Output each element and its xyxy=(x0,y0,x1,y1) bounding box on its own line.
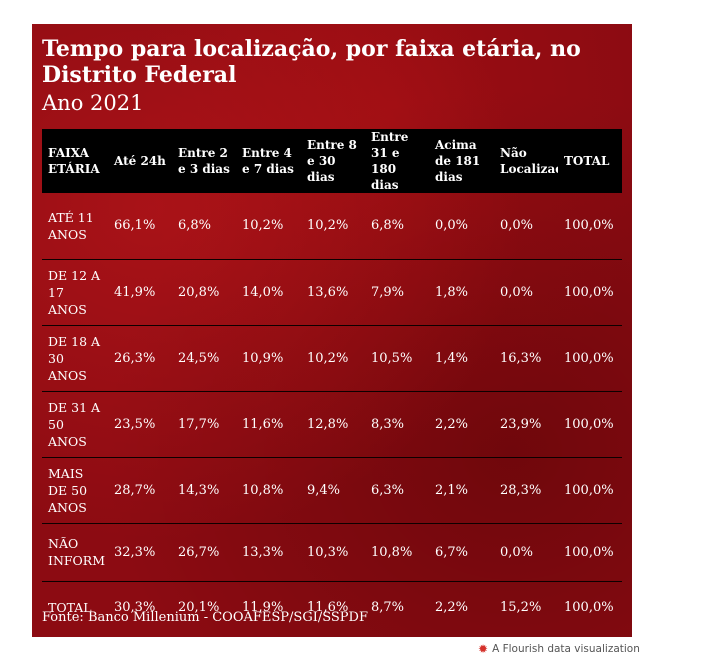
column-header: Entre 31 e 180 dias xyxy=(371,130,409,192)
table-cell: 13,3% xyxy=(242,544,284,560)
table-cell: 6,7% xyxy=(435,544,469,560)
row-label: TOTAL xyxy=(42,580,108,633)
chart-panel: Tempo para localização, por faixa etária… xyxy=(32,24,632,637)
row-label: MAIS DE 50 ANOS xyxy=(48,465,88,515)
row-label: DE 18 A 30 ANOS xyxy=(48,333,101,383)
table-header-row: FAIXA ETÁRIA Até 24h Entre 2 e 3 dias Entre… xyxy=(42,129,622,193)
table-cell: 20,1% xyxy=(172,580,236,633)
table-cell: 30,3% xyxy=(108,580,172,633)
table-cell: 2,2% xyxy=(435,416,469,432)
column-header: TOTAL xyxy=(564,154,610,168)
table-cell: 13,6% xyxy=(307,284,349,300)
table-body: ATÉ 11 ANOS 66,1% 6,8% 10,2% 10,2% 6,8% 0,0% 0,… xyxy=(42,193,622,633)
table-cell: 100,0% xyxy=(558,580,622,633)
table-row: DE 12 A 17 ANOS 41,9% 20,8% 14,0% 13,6% 7,9% 1… xyxy=(42,259,622,325)
table-cell: 100,0% xyxy=(564,218,614,234)
table-cell: 0,0% xyxy=(500,284,534,300)
row-label: DE 31 A 50 ANOS xyxy=(48,399,101,449)
row-label: NÃO INFORM xyxy=(48,536,106,568)
table-cell: 10,8% xyxy=(371,544,413,560)
table-cell: 6,8% xyxy=(178,218,212,234)
table-cell: 1,4% xyxy=(435,350,469,366)
table-cell: 100,0% xyxy=(564,544,614,560)
table-cell: 0,0% xyxy=(500,218,534,234)
table-cell: 6,8% xyxy=(371,218,405,234)
table-cell: 0,0% xyxy=(435,218,469,234)
table-cell: 41,9% xyxy=(114,284,156,300)
table-cell: 7,9% xyxy=(371,284,405,300)
table-cell: 1,8% xyxy=(435,284,469,300)
column-header: Entre 4 e 7 dias xyxy=(242,146,294,176)
table-cell: 10,2% xyxy=(242,218,284,234)
row-label: ATÉ 11 ANOS xyxy=(48,209,94,242)
table-cell: 10,8% xyxy=(242,482,284,498)
table-cell: 23,9% xyxy=(500,416,542,432)
table-cell: 23,5% xyxy=(114,416,156,432)
table-cell: 17,7% xyxy=(178,416,220,432)
flourish-logo-icon: ✹ xyxy=(478,642,489,656)
table-cell: 6,3% xyxy=(371,482,405,498)
table-cell: 2,2% xyxy=(429,580,494,633)
chart-subtitle: Ano 2021 xyxy=(42,91,144,115)
table-cell: 16,3% xyxy=(500,350,542,366)
table-cell: 12,8% xyxy=(307,416,349,432)
table-row: DE 31 A 50 ANOS 23,5% 17,7% 11,6% 12,8% 8,3% 2… xyxy=(42,391,622,457)
table-cell: 11,6% xyxy=(301,580,365,633)
table-cell: 10,2% xyxy=(307,218,349,234)
table-cell: 10,2% xyxy=(307,350,349,366)
source-note: Fonte: Banco Millenium - COOAFESP/SGI/SS… xyxy=(42,610,368,625)
table-cell: 100,0% xyxy=(564,416,614,432)
column-header: Não Localizado xyxy=(500,146,558,176)
table-cell: 8,7% xyxy=(365,580,429,633)
flourish-credit-text: A Flourish data visualization xyxy=(492,643,640,655)
table-cell: 0,0% xyxy=(500,544,534,560)
flourish-credit[interactable]: ✹ A Flourish data visualization xyxy=(478,643,640,655)
table-cell: 15,2% xyxy=(494,580,558,633)
data-table: FAIXA ETÁRIA Até 24h Entre 2 e 3 dias Entre… xyxy=(42,129,622,633)
total-row: TOTAL 30,3% 20,1% 11,9% 11,6% 8,7% 2,2% 15,2% 10… xyxy=(42,580,622,633)
table-cell: 100,0% xyxy=(564,482,614,498)
table-cell: 10,9% xyxy=(242,350,284,366)
table-cell: 32,3% xyxy=(114,544,156,560)
table-cell: 20,8% xyxy=(178,284,220,300)
table-cell: 11,9% xyxy=(236,580,301,633)
table-cell: 10,3% xyxy=(307,544,349,560)
table-cell: 26,3% xyxy=(114,350,156,366)
table-cell: 9,4% xyxy=(307,482,341,498)
column-header: Entre 2 e 3 dias xyxy=(178,146,230,176)
table-cell: 28,7% xyxy=(114,482,156,498)
table-row: NÃO INFORM 32,3% 26,7% 13,3% 10,3% 10,8% 6,7% 0… xyxy=(42,523,622,581)
table-cell: 100,0% xyxy=(564,284,614,300)
table-cell: 66,1% xyxy=(114,218,156,234)
table-cell: 14,0% xyxy=(242,284,284,300)
table-cell: 28,3% xyxy=(500,482,542,498)
column-header: FAIXA ETÁRIA xyxy=(48,146,100,176)
row-label: DE 12 A 17 ANOS xyxy=(48,267,101,317)
table-cell: 14,3% xyxy=(178,482,220,498)
table-row: ATÉ 11 ANOS 66,1% 6,8% 10,2% 10,2% 6,8% 0,0% 0,… xyxy=(42,193,622,259)
table-row: DE 18 A 30 ANOS 26,3% 24,5% 10,9% 10,2% 10,5%… xyxy=(42,325,622,391)
table-cell: 26,7% xyxy=(178,544,220,560)
table-row: MAIS DE 50 ANOS 28,7% 14,3% 10,8% 9,4% 6,3% 2,… xyxy=(42,457,622,523)
table-cell: 100,0% xyxy=(564,350,614,366)
table-cell: 10,5% xyxy=(371,350,413,366)
column-header: Entre 8 e 30 dias xyxy=(307,138,357,184)
column-header: Até 24h xyxy=(114,154,166,168)
chart-title: Tempo para localização, por faixa etária… xyxy=(42,36,581,88)
table-cell: 2,1% xyxy=(435,482,469,498)
table-cell: 11,6% xyxy=(242,416,284,432)
table-cell: 8,3% xyxy=(371,416,405,432)
column-header: Acima de 181 dias xyxy=(435,138,481,184)
table-cell: 24,5% xyxy=(178,350,220,366)
